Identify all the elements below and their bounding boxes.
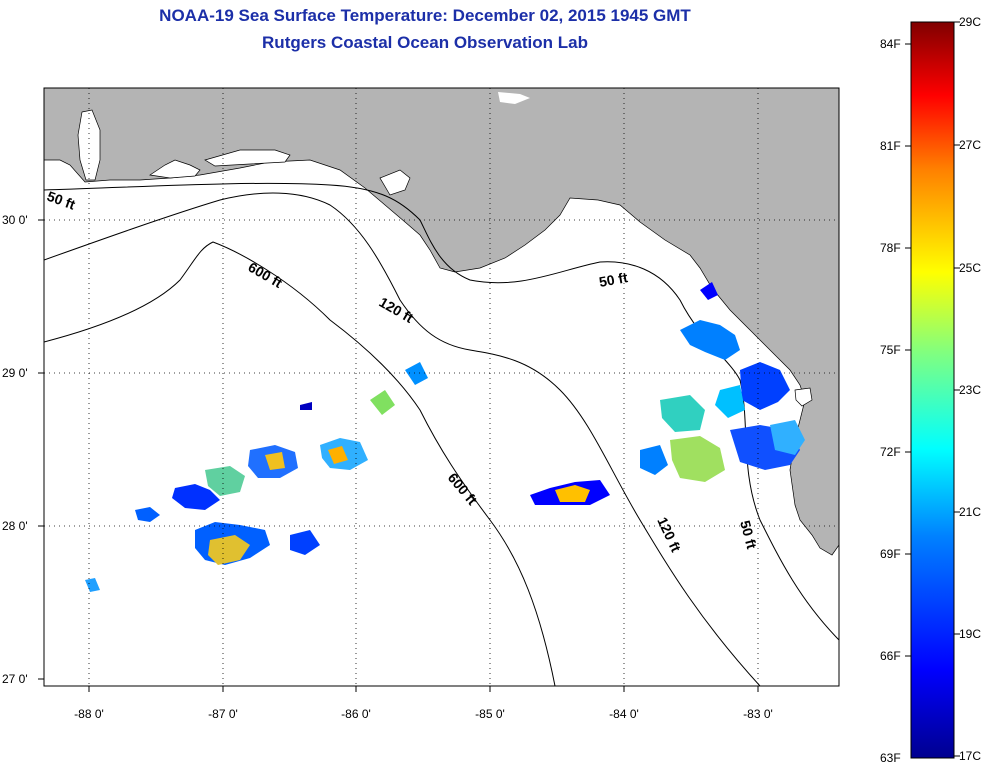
colorbar-f-label: 75F bbox=[880, 343, 901, 357]
colorbar-f-label: 84F bbox=[880, 37, 901, 51]
contour-50ft bbox=[44, 182, 839, 641]
sst-data bbox=[85, 282, 805, 592]
colorbar-c-label: 19C bbox=[959, 627, 981, 641]
colorbar-f-label: 78F bbox=[880, 241, 901, 255]
land-area bbox=[44, 88, 839, 556]
contour-120ft bbox=[44, 192, 761, 686]
map-subtitle: Rutgers Coastal Ocean Observation Lab bbox=[262, 33, 588, 52]
tampa-bay bbox=[794, 387, 813, 407]
lon-label: -86 0' bbox=[341, 707, 371, 721]
colorbar-f-label: 81F bbox=[880, 139, 901, 153]
lat-label: 29 0' bbox=[2, 366, 28, 380]
colorbar-c-label: 29C bbox=[959, 15, 981, 29]
map-title: NOAA-19 Sea Surface Temperature: Decembe… bbox=[159, 6, 691, 25]
colorbar-c-label: 27C bbox=[959, 138, 981, 152]
latitude-labels: 30 0' 29 0' 28 0' 27 0' bbox=[2, 213, 28, 686]
contour-label: 50 ft bbox=[737, 519, 760, 551]
lon-label: -83 0' bbox=[743, 707, 773, 721]
inland-lake bbox=[498, 92, 530, 104]
colorbar-celsius-labels: 29C 27C 25C 23C 21C 19C 17C bbox=[959, 15, 981, 763]
colorbar-f-label: 63F bbox=[880, 751, 901, 765]
longitude-labels: -88 0' -87 0' -86 0' -85 0' -84 0' -83 0… bbox=[74, 707, 773, 721]
pensacola-bay bbox=[149, 159, 201, 179]
colorbar bbox=[910, 21, 955, 759]
colorbar-fahrenheit-labels: 84F 81F 78F 75F 72F 69F 66F 63F bbox=[880, 37, 901, 765]
colorbar-c-label: 17C bbox=[959, 749, 981, 763]
colorbar-c-label: 21C bbox=[959, 505, 981, 519]
colorbar-f-label: 72F bbox=[880, 445, 901, 459]
apalachee-bay bbox=[379, 169, 411, 196]
colorbar-ticks bbox=[905, 21, 960, 757]
lat-label: 30 0' bbox=[2, 213, 28, 227]
tick-marks bbox=[38, 219, 759, 692]
lon-label: -88 0' bbox=[74, 707, 104, 721]
mobile-bay bbox=[77, 109, 101, 181]
colorbar-c-label: 25C bbox=[959, 261, 981, 275]
contour-600ft bbox=[44, 241, 556, 686]
map-frame bbox=[43, 87, 840, 687]
lon-label: -85 0' bbox=[475, 707, 505, 721]
contour-label: 50 ft bbox=[598, 269, 629, 290]
lon-label: -84 0' bbox=[609, 707, 639, 721]
colorbar-f-label: 66F bbox=[880, 649, 901, 663]
lat-label: 28 0' bbox=[2, 519, 28, 533]
lat-label: 27 0' bbox=[2, 672, 28, 686]
colorbar-c-label: 23C bbox=[959, 383, 981, 397]
lon-label: -87 0' bbox=[208, 707, 238, 721]
colorbar-f-label: 69F bbox=[880, 547, 901, 561]
choctawhatchee-bay bbox=[204, 149, 291, 167]
